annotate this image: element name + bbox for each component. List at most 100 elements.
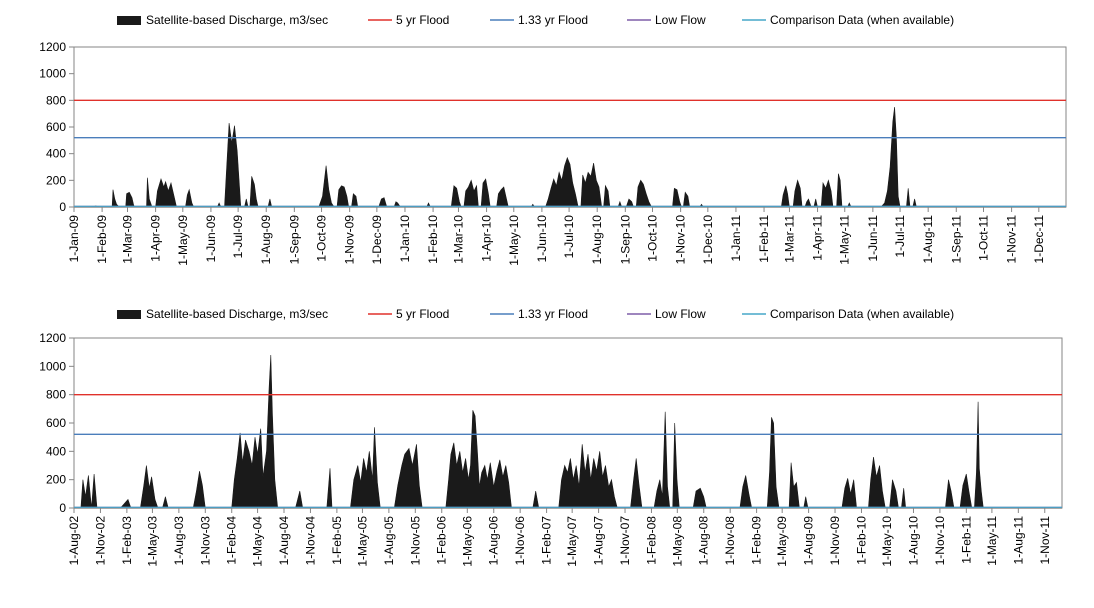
x-tick-label: 1-Aug-09 [259, 215, 273, 265]
x-tick-label: 1-Aug-04 [277, 516, 291, 566]
x-tick-label: 1-Jul-09 [231, 215, 245, 259]
x-tick-label: 1-Aug-08 [697, 516, 711, 566]
x-tick-label: 1-Feb-04 [225, 516, 239, 565]
x-tick-label: 1-Oct-09 [315, 215, 329, 262]
top-plot-area: 0 200 400 600 800 1000 1200 1-Jan-09 1-Feb-09 1-M… [39, 40, 1067, 266]
x-tick-label: 1-May-11 [838, 215, 852, 265]
x-tick-label: 1-Apr-11 [811, 215, 825, 261]
x-tick-label: 1-Aug-07 [592, 516, 606, 566]
x-tick-label: 1-Sep-09 [287, 215, 301, 265]
x-tick-label: 1-Aug-03 [172, 516, 186, 566]
legend-label-flood5: 5 yr Flood [396, 307, 449, 321]
x-tick-label: 1-Aug-11 [921, 215, 935, 264]
y-tick-label: 1000 [39, 67, 66, 81]
legend-label-discharge: Satellite-based Discharge, m3/sec [146, 13, 328, 27]
x-tick-label: 1-Nov-06 [513, 516, 527, 566]
x-tick-label: 1-Nov-08 [723, 516, 737, 566]
legend-label-flood133: 1.33 yr Flood [518, 13, 588, 27]
x-tick-label: 1-May-08 [670, 516, 684, 567]
x-tick-label: 1-Aug-05 [382, 516, 396, 566]
x-tick-label: 1-May-11 [985, 516, 999, 566]
x-tick-label: 1-Nov-11 [1005, 215, 1019, 264]
legend-label-lowflow: Low Flow [655, 13, 706, 27]
x-tick-label: 1-Feb-08 [645, 516, 659, 565]
x-tick-label: 1-Nov-04 [303, 516, 317, 566]
x-tick-label: 1-May-10 [880, 516, 894, 567]
x-tick-label: 1-Aug-10 [590, 215, 604, 265]
x-tick-label: 1-May-09 [176, 215, 190, 266]
y-tick-label: 800 [46, 93, 66, 107]
x-tick-label: 1-Aug-06 [487, 516, 501, 566]
x-tick-label: 1-Nov-05 [408, 516, 422, 566]
x-tick-label: 1-Feb-09 [750, 516, 764, 565]
bottom-legend: Satellite-based Discharge, m3/sec 5 yr F… [117, 307, 954, 321]
x-tick-label: 1-Nov-02 [93, 516, 107, 566]
y-tick-label: 600 [46, 120, 66, 134]
legend-label-flood5: 5 yr Flood [396, 13, 449, 27]
legend-label-lowflow: Low Flow [655, 307, 706, 321]
x-tick-label: 1-May-10 [507, 215, 521, 266]
y-tick-label: 400 [46, 444, 66, 458]
x-tick-label: 1-Feb-07 [540, 516, 554, 565]
x-tick-label: 1-Jun-11 [866, 215, 880, 262]
legend-label-comparison: Comparison Data (when available) [770, 13, 954, 27]
x-tick-label: 1-Jul-11 [893, 215, 907, 258]
x-tick-label: 1-May-06 [460, 516, 474, 567]
x-tick-label: 1-Oct-10 [646, 215, 660, 262]
x-tick-label: 1-May-09 [775, 516, 789, 567]
top-legend: Satellite-based Discharge, m3/sec 5 yr F… [117, 13, 954, 27]
x-tick-label: 1-Nov-10 [933, 516, 947, 566]
x-tick-label: 1-Nov-11 [1038, 516, 1052, 565]
x-tick-label: 1-Mar-11 [782, 215, 796, 263]
legend-swatch-discharge [117, 310, 141, 319]
y-tick-label: 1000 [39, 359, 66, 373]
x-tick-label: 1-Apr-09 [149, 215, 163, 262]
x-tick-label: 1-Feb-10 [855, 516, 869, 565]
x-tick-label: 1-Dec-09 [370, 215, 384, 265]
legend-label-discharge: Satellite-based Discharge, m3/sec [146, 307, 328, 321]
x-tick-label: 1-Nov-09 [828, 516, 842, 566]
y-tick-label: 1200 [39, 331, 66, 345]
x-tick-label: 1-Feb-03 [120, 516, 134, 565]
x-tick-label: 1-May-03 [145, 516, 159, 567]
x-tick-label: 1-Aug-10 [907, 516, 921, 566]
x-tick-label: 1-May-07 [565, 516, 579, 567]
bottom-chart: Satellite-based Discharge, m3/sec 5 yr F… [39, 307, 1063, 567]
x-tick-label: 1-Aug-09 [802, 516, 816, 566]
bottom-plot-area: 0 200 400 600 800 1000 1200 1-Aug-02 1-Nov-02 1-F… [39, 331, 1063, 567]
top-chart: Satellite-based Discharge, m3/sec 5 yr F… [39, 13, 1067, 266]
x-tick-label: 1-Sep-11 [949, 215, 963, 264]
legend-label-comparison: Comparison Data (when available) [770, 307, 954, 321]
x-tick-label: 1-Feb-06 [435, 516, 449, 565]
x-tick-label: 1-Feb-09 [95, 215, 109, 264]
x-tick-label: 1-Sep-10 [618, 215, 632, 265]
discharge-area [74, 106, 1066, 208]
y-tick-label: 1200 [39, 40, 66, 54]
x-tick-label: 1-Jul-10 [562, 215, 576, 259]
x-tick-label: 1-Nov-03 [198, 516, 212, 566]
y-tick-label: 0 [59, 501, 66, 515]
y-tick-label: 0 [59, 200, 66, 214]
x-tick-label: 1-Aug-11 [1011, 516, 1025, 565]
x-tick-label: 1-Jan-11 [729, 215, 743, 262]
x-tick-label: 1-Dec-11 [1032, 215, 1046, 264]
y-tick-label: 800 [46, 388, 66, 402]
x-tick-label: 1-Mar-09 [121, 215, 135, 264]
y-tick-label: 200 [46, 173, 66, 187]
x-tick-label: 1-Jun-10 [535, 215, 549, 263]
legend-label-flood133: 1.33 yr Flood [518, 307, 588, 321]
x-tick-label: 1-Feb-10 [426, 215, 440, 264]
y-tick-label: 400 [46, 147, 66, 161]
y-tick-label: 200 [46, 473, 66, 487]
x-tick-label: 1-May-05 [355, 516, 369, 567]
x-tick-label: 1-Feb-05 [330, 516, 344, 565]
x-tick-label: 1-Oct-11 [977, 215, 991, 261]
discharge-area [74, 354, 1062, 509]
x-tick-label: 1-Dec-10 [701, 215, 715, 265]
x-tick-label: 1-Aug-02 [67, 516, 81, 566]
x-tick-label: 1-Feb-11 [959, 516, 973, 564]
x-tick-label: 1-Nov-09 [343, 215, 357, 265]
x-tick-label: 1-Nov-07 [618, 516, 632, 566]
legend-swatch-discharge [117, 16, 141, 25]
x-tick-label: 1-Feb-11 [757, 215, 771, 263]
